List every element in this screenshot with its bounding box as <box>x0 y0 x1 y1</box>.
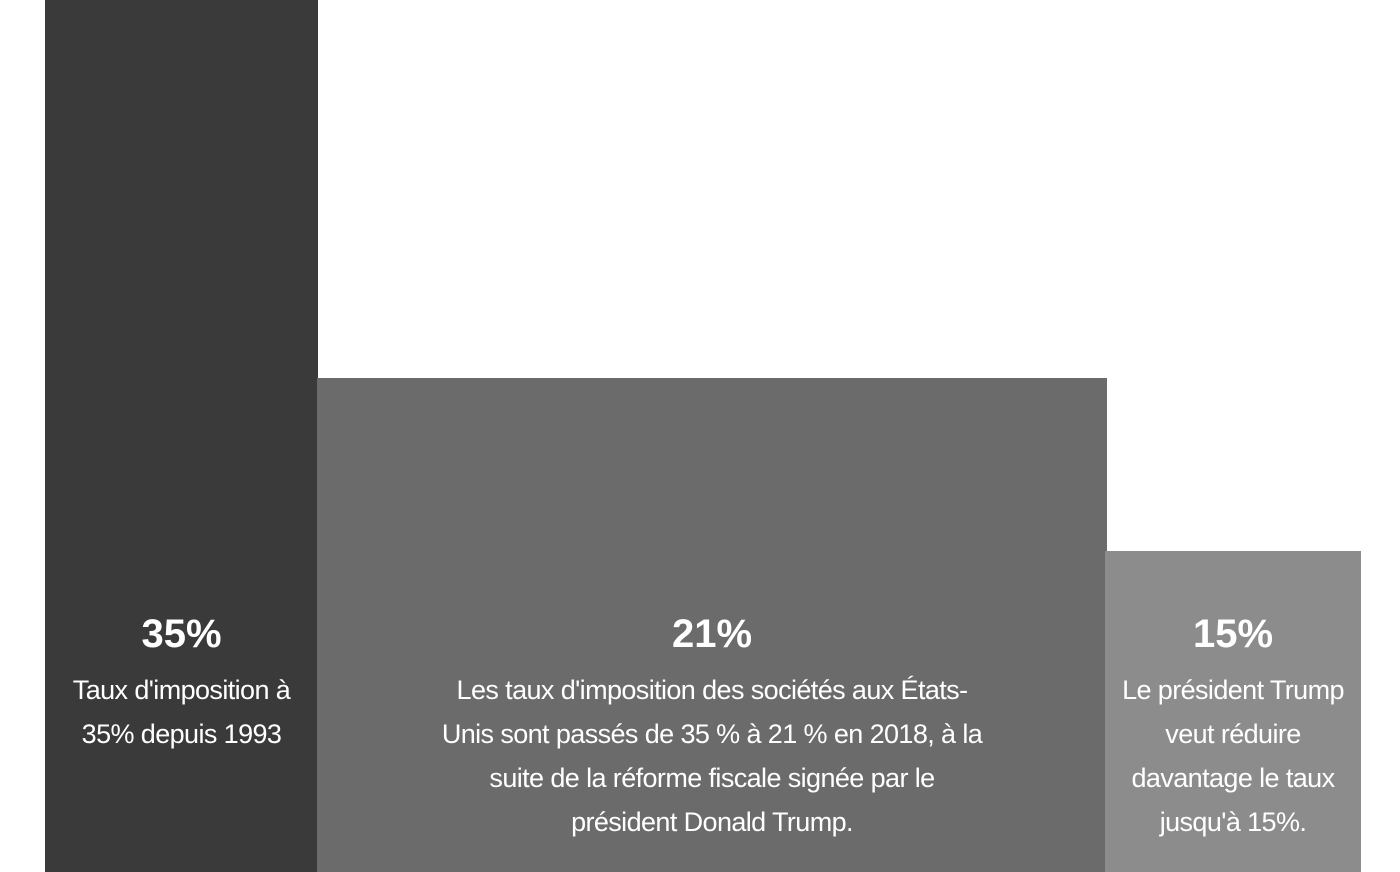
description-line: Le président Trump <box>1122 675 1344 705</box>
bar-description: Taux d'imposition à 35% depuis 1993 <box>45 668 318 756</box>
bar-value-label: 21% <box>671 612 753 656</box>
bar-value-label: 15% <box>1192 612 1274 656</box>
description-line: jusqu'à 15%. <box>1159 807 1307 837</box>
description-line: président Donald Trump. <box>571 807 853 837</box>
description-line: Unis sont passés de 35 % à 21 % en 2018,… <box>441 719 983 749</box>
bar-description: Le président Trump veut réduire davantage … <box>1105 668 1361 844</box>
description-line: Taux d'imposition à <box>72 675 291 705</box>
bar-15pct: 15% Le président Trump veut réduire davanta… <box>1105 551 1361 872</box>
description-line: 35% depuis 1993 <box>81 719 282 749</box>
description-line: veut réduire <box>1165 719 1301 749</box>
bar-21pct: 21% Les taux d'imposition des sociétés au… <box>317 378 1107 872</box>
bar-value-label: 35% <box>141 612 222 656</box>
bar-description: Les taux d'imposition des sociétés aux É… <box>317 668 1107 844</box>
description-line: davantage le taux <box>1131 763 1336 793</box>
bar-35pct: 35% Taux d'imposition à 35% depuis 1993 <box>45 0 318 872</box>
description-line: suite de la réforme fiscale signée par l… <box>489 763 935 793</box>
description-line: Les taux d'imposition des sociétés aux É… <box>456 675 969 705</box>
